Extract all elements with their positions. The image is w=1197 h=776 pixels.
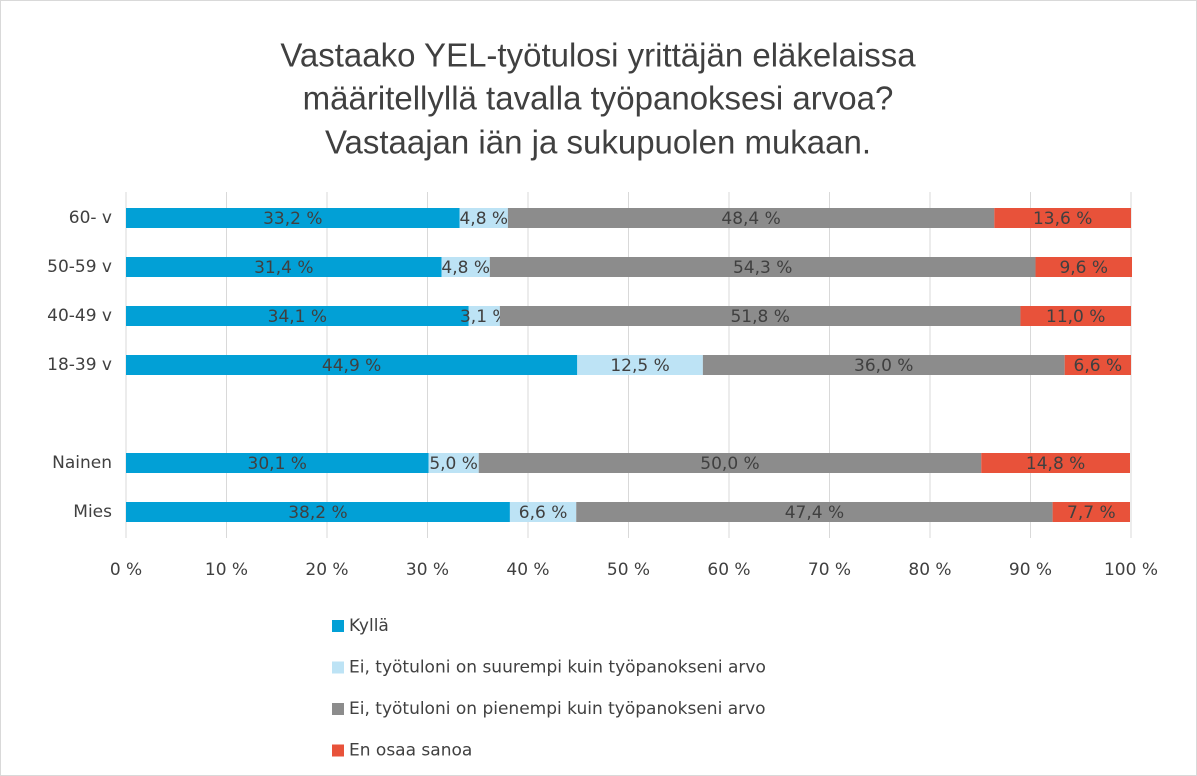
bar-segment xyxy=(126,453,429,473)
y-tick-label: 40-49 v xyxy=(47,306,112,326)
bar-segment xyxy=(478,453,982,473)
legend-label: Ei, työtuloni on pienempi kuin työpanoks… xyxy=(349,699,766,719)
legend-swatch xyxy=(332,744,344,757)
bar-segment xyxy=(126,355,578,375)
legend-label: Ei, työtuloni on suurempi kuin työpanoks… xyxy=(349,658,766,678)
data-label: 47,4 % xyxy=(785,503,844,523)
bar-segment xyxy=(489,257,1036,277)
bar-segment xyxy=(499,306,1021,326)
data-label: 30,1 % xyxy=(248,454,307,474)
data-label: 38,2 % xyxy=(288,503,347,523)
data-label: 31,4 % xyxy=(254,258,313,278)
legend-swatch xyxy=(332,661,344,674)
bar-segment xyxy=(441,257,490,277)
y-tick-label: 18-39 v xyxy=(47,355,112,375)
bar-segment xyxy=(459,208,508,228)
chart-title: Vastaako YEL-työtulosi yrittäjän eläkela… xyxy=(280,37,916,74)
data-label: 5,0 % xyxy=(429,454,478,474)
data-label: 6,6 % xyxy=(519,503,568,523)
x-tick-label: 50 % xyxy=(607,560,650,580)
x-tick-label: 60 % xyxy=(707,560,750,580)
bar-segment xyxy=(1035,257,1133,277)
y-tick-label: 60- v xyxy=(69,208,112,228)
data-label: 14,8 % xyxy=(1026,454,1085,474)
bar-segment xyxy=(126,502,510,522)
bar-segment xyxy=(509,502,577,522)
x-tick-label: 30 % xyxy=(406,560,449,580)
bar-segment xyxy=(428,453,479,473)
bar-segment xyxy=(994,208,1131,228)
x-tick-label: 0 % xyxy=(110,560,142,580)
bar-segment xyxy=(126,257,442,277)
chart-title: määritellyllä tavalla työpanoksesi arvoa… xyxy=(303,80,894,117)
legend-label: Kyllä xyxy=(349,616,389,636)
y-tick-label: Mies xyxy=(73,502,112,522)
bar-segment xyxy=(468,306,500,326)
data-label: 50,0 % xyxy=(700,454,759,474)
data-label: 9,6 % xyxy=(1059,258,1108,278)
x-tick-label: 90 % xyxy=(1009,560,1052,580)
x-tick-label: 100 % xyxy=(1104,560,1158,580)
bar-segment xyxy=(576,502,1053,522)
x-tick-label: 10 % xyxy=(205,560,248,580)
data-label: 51,8 % xyxy=(730,307,789,327)
x-tick-label: 80 % xyxy=(908,560,951,580)
bar-segment xyxy=(577,355,703,375)
bar-segment xyxy=(1020,306,1131,326)
x-tick-label: 40 % xyxy=(506,560,549,580)
data-label: 54,3 % xyxy=(733,258,792,278)
data-label: 48,4 % xyxy=(721,209,780,229)
bar-segment xyxy=(981,453,1130,473)
data-label: 36,0 % xyxy=(854,356,913,376)
data-label: 13,6 % xyxy=(1033,209,1092,229)
data-label: 3,1 % xyxy=(460,307,509,327)
data-label: 4,8 % xyxy=(459,209,508,229)
bar-segment xyxy=(1064,355,1131,375)
data-label: 7,7 % xyxy=(1067,503,1116,523)
bar-segment xyxy=(1052,502,1130,522)
bar-segment xyxy=(126,208,460,228)
y-tick-label: Nainen xyxy=(52,453,112,473)
x-tick-label: 70 % xyxy=(808,560,851,580)
data-label: 12,5 % xyxy=(610,356,669,376)
data-label: 34,1 % xyxy=(268,307,327,327)
data-label: 6,6 % xyxy=(1074,356,1123,376)
data-label: 33,2 % xyxy=(263,209,322,229)
y-tick-label: 50-59 v xyxy=(47,257,112,277)
data-label: 44,9 % xyxy=(322,356,381,376)
bar-segment xyxy=(702,355,1065,375)
x-tick-label: 20 % xyxy=(305,560,348,580)
chart-title: Vastaajan iän ja sukupuolen mukaan. xyxy=(325,124,871,161)
legend-label: En osaa sanoa xyxy=(349,741,472,761)
data-label: 11,0 % xyxy=(1046,307,1105,327)
legend-swatch xyxy=(332,703,344,715)
bar-segment xyxy=(126,306,469,326)
bar-segment xyxy=(507,208,995,228)
data-label: 4,8 % xyxy=(441,258,490,278)
legend-swatch xyxy=(332,620,344,632)
